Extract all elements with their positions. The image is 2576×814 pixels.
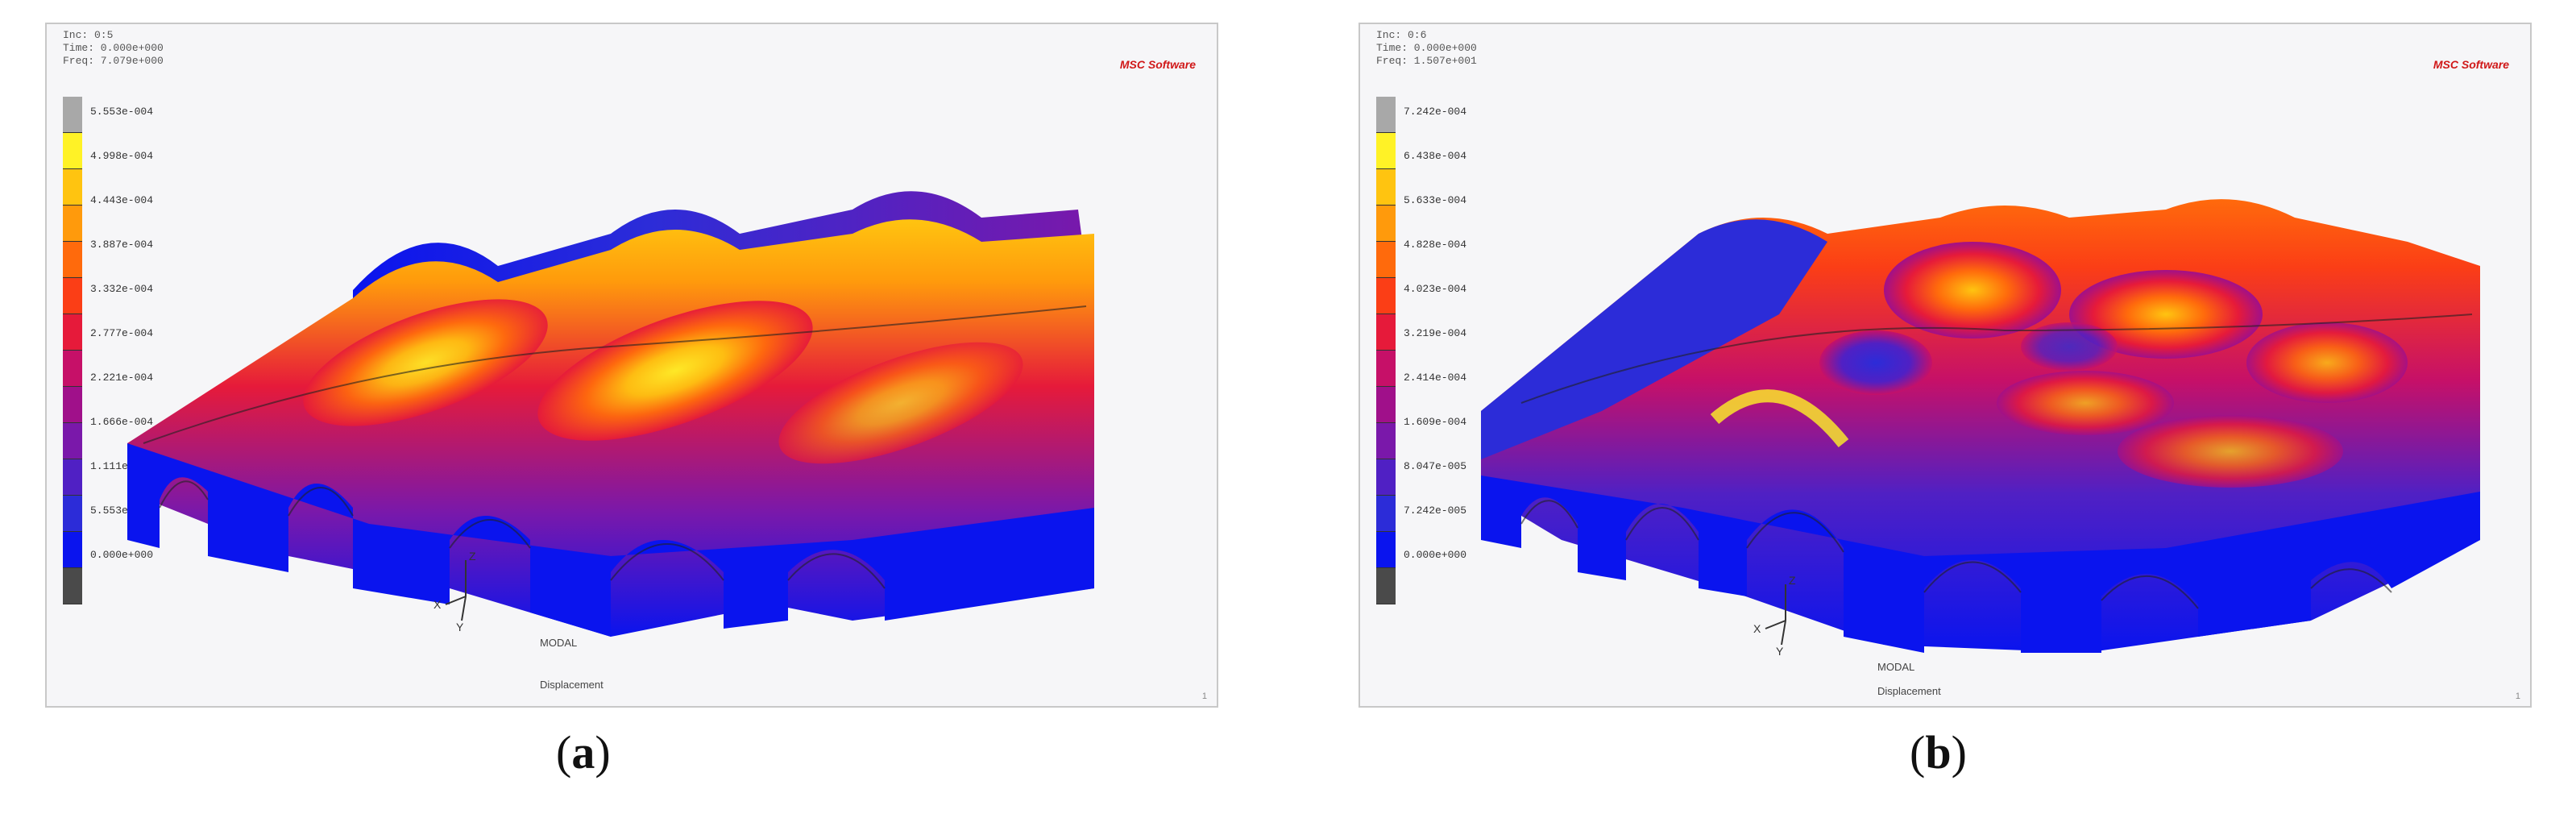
header-time: Time: 0.000e+000 (63, 42, 164, 54)
caption-a-letter: a (571, 726, 595, 779)
result-type-label: Displacement (1877, 685, 1941, 697)
legend-tick: 4.023e-004 (1404, 283, 1467, 295)
legend-color-cell (63, 169, 82, 206)
legend-color-cell (1376, 133, 1396, 169)
caption-a: (a) (556, 726, 611, 779)
legend-color-cell (63, 242, 82, 278)
result-header: Inc: 0:5 Time: 0.000e+000 Freq: 7.079e+0… (63, 29, 164, 68)
legend-color-cell (63, 532, 82, 568)
axis-triad-lines (445, 560, 467, 621)
legend-tick: 1.666e-004 (90, 416, 154, 428)
legend-tick: 2.777e-004 (90, 327, 154, 339)
legend-tick: 4.998e-004 (90, 150, 154, 162)
legend-tick: 3.887e-004 (90, 239, 154, 251)
legend-color-cell (1376, 278, 1396, 314)
legend-color-cell (63, 423, 82, 459)
legend-tick: 1.609e-004 (1404, 416, 1467, 428)
legend-color-cell (63, 459, 82, 496)
legend-color-cell (1376, 97, 1396, 133)
legend-tick: 0.000e+000 (1404, 549, 1467, 561)
page-number: 1 (2515, 691, 2520, 701)
legend-tick: 8.047e-005 (1404, 460, 1467, 472)
legend-color-cell (63, 314, 82, 351)
header-inc: Inc: 0:5 (63, 29, 114, 41)
axis-y-label: Y (456, 621, 464, 633)
legend-color-cell (1376, 206, 1396, 242)
legend-color-cell (63, 97, 82, 133)
legend-tick: 2.221e-004 (90, 372, 154, 384)
header-inc: Inc: 0:6 (1376, 29, 1427, 41)
legend-color-cell (63, 206, 82, 242)
legend-color-cell (1376, 242, 1396, 278)
legend-tick: 4.828e-004 (1404, 239, 1467, 251)
axis-z-label: Z (1789, 574, 1796, 587)
legend-color-cell (1376, 314, 1396, 351)
legend-tick: 0.000e+000 (90, 549, 154, 561)
legend-tick: 7.242e-005 (1404, 505, 1467, 517)
axis-x-label: X (1753, 622, 1761, 635)
caption-b: (b) (1910, 726, 1967, 779)
legend-color-cell (63, 387, 82, 423)
header-time: Time: 0.000e+000 (1376, 42, 1477, 54)
vault-model-render (1481, 199, 2480, 654)
model-label: MODAL (1877, 661, 1915, 673)
legend-color-cell (1376, 532, 1396, 568)
header-freq: Freq: 1.507e+001 (1376, 55, 1477, 67)
result-type-label: Displacement (540, 679, 604, 691)
legend-color-cell (1376, 423, 1396, 459)
axis-z-label: Z (469, 550, 476, 563)
legend-tick: 2.414e-004 (1404, 372, 1467, 384)
axis-triad: Z X Y (1753, 572, 1842, 661)
color-legend (63, 97, 82, 604)
legend-color-cell (63, 351, 82, 387)
result-panel-b: Inc: 0:6 Time: 0.000e+000 Freq: 1.507e+0… (1359, 23, 2532, 708)
legend-color-cell (63, 133, 82, 169)
legend-tick: 3.332e-004 (90, 283, 154, 295)
legend-color-cell (1376, 496, 1396, 532)
legend-color-cell (63, 278, 82, 314)
axis-y-label: Y (1776, 645, 1784, 658)
legend-color-cell (63, 496, 82, 532)
legend-color-cell (1376, 459, 1396, 496)
caption-b-letter: b (1925, 726, 1952, 779)
page-number: 1 (1201, 691, 1207, 701)
legend-color-cell (1376, 387, 1396, 423)
legend-color-cell (1376, 169, 1396, 206)
color-legend (1376, 97, 1396, 604)
legend-tick: 5.633e-004 (1404, 194, 1467, 206)
legend-tick: 7.242e-004 (1404, 106, 1467, 118)
msc-software-logo: MSC Software (2433, 58, 2509, 71)
legend-color-cell (63, 568, 82, 604)
legend-color-cell (1376, 351, 1396, 387)
msc-software-logo: MSC Software (1119, 58, 1196, 71)
legend-tick: 5.553e-004 (90, 106, 154, 118)
axis-triad: Z X Y (433, 548, 522, 637)
header-freq: Freq: 7.079e+000 (63, 55, 164, 67)
legend-tick: 6.438e-004 (1404, 150, 1467, 162)
legend-color-cell (1376, 568, 1396, 604)
result-header: Inc: 0:6 Time: 0.000e+000 Freq: 1.507e+0… (1376, 29, 1477, 68)
vault-model-render (127, 191, 1094, 637)
model-label: MODAL (540, 637, 578, 649)
legend-tick: 4.443e-004 (90, 194, 154, 206)
axis-triad-lines (1765, 584, 1786, 646)
legend-tick: 3.219e-004 (1404, 327, 1467, 339)
axis-x-label: X (433, 598, 442, 611)
result-panel-a: Inc: 0:5 Time: 0.000e+000 Freq: 7.079e+0… (45, 23, 1218, 708)
